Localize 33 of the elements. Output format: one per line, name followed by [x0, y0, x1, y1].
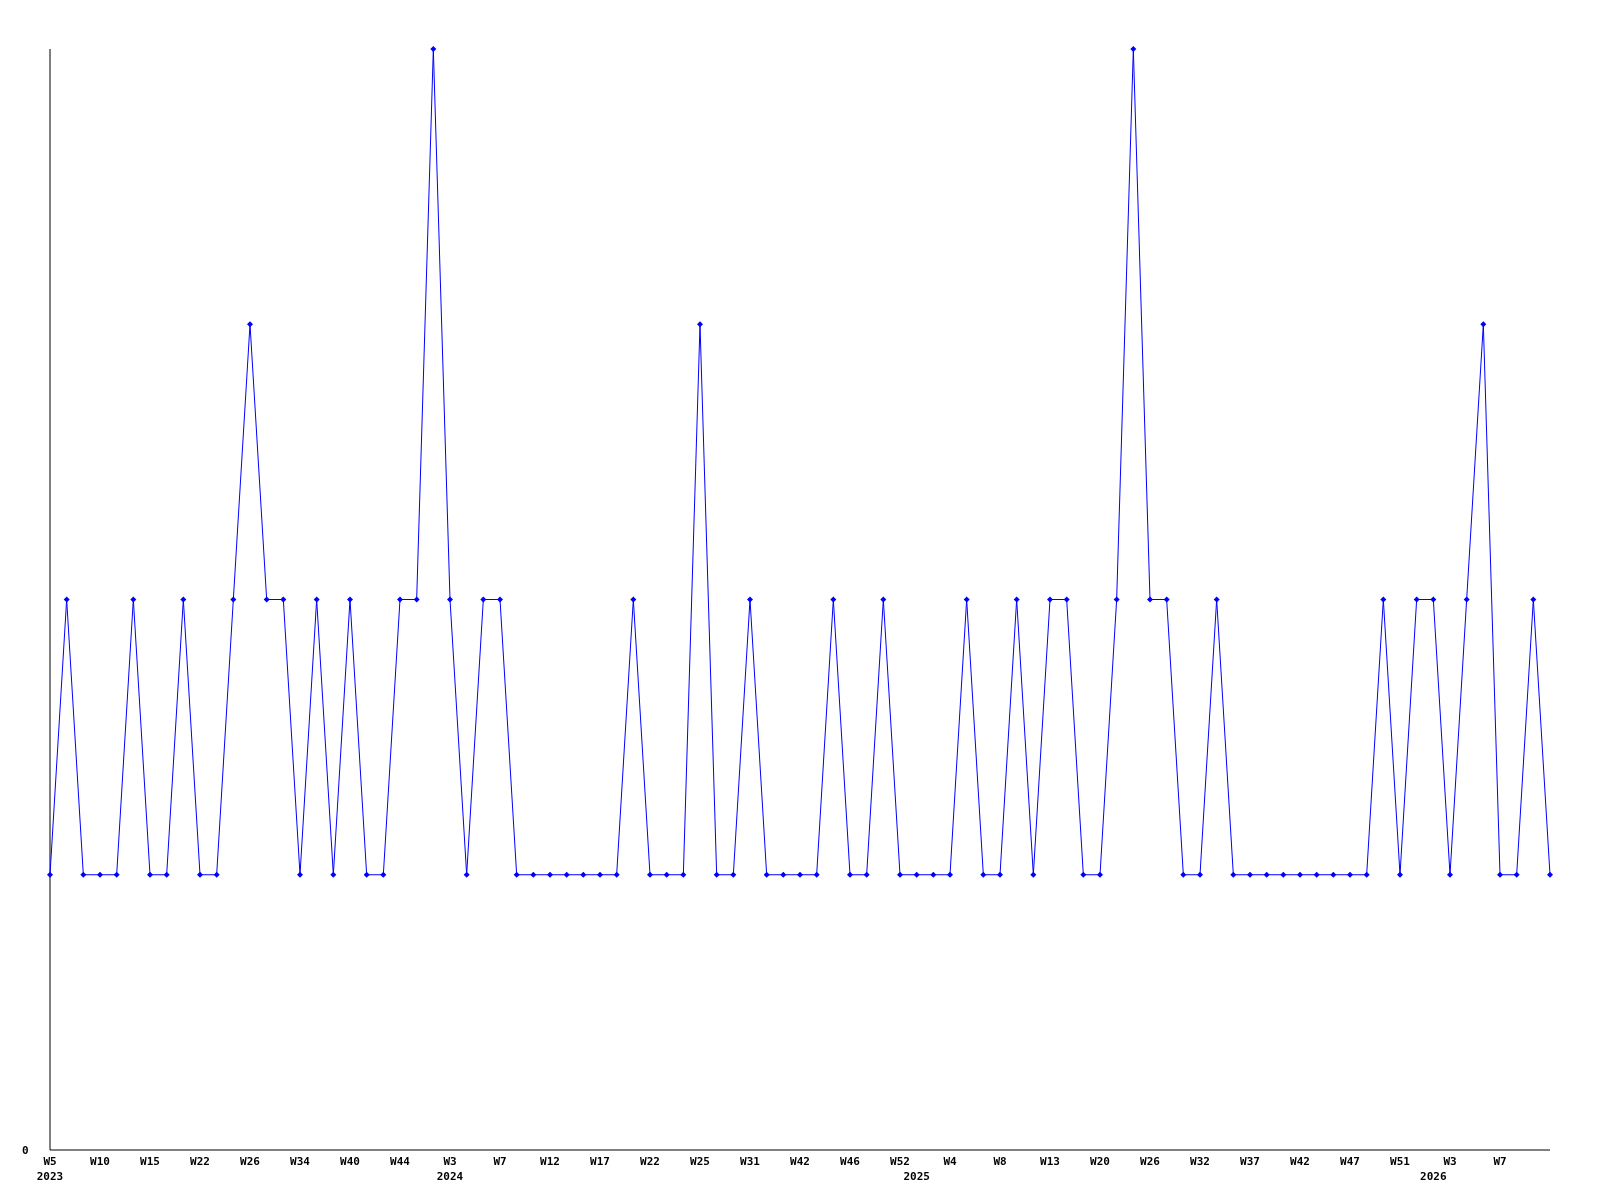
x-tick-label: W22 — [640, 1155, 660, 1168]
x-tick-label: W4 — [943, 1155, 957, 1168]
x-tick-label: W7 — [493, 1155, 507, 1168]
x-tick-label: W37 — [1240, 1155, 1260, 1168]
x-tick-label: W15 — [140, 1155, 160, 1168]
x-tick-label: W22 — [190, 1155, 210, 1168]
x-tick-label: W3 — [1443, 1155, 1457, 1168]
x-tick-label: W32 — [1190, 1155, 1210, 1168]
x-tick-label: W46 — [840, 1155, 861, 1168]
x-tick-label: W20 — [1090, 1155, 1110, 1168]
x-tick-label: 2025 — [903, 1170, 930, 1183]
x-tick-label: W8 — [993, 1155, 1007, 1168]
x-tick-label: 2026 — [1420, 1170, 1447, 1183]
x-tick-label: W40 — [340, 1155, 360, 1168]
x-tick-label: W17 — [590, 1155, 610, 1168]
x-tick-label: W12 — [540, 1155, 560, 1168]
x-tick-label: W5 2023 — [36, 1155, 64, 1183]
x-tick-label: W42 — [1290, 1155, 1310, 1168]
x-tick-label: W52 — [890, 1155, 910, 1168]
x-tick-label: W51 — [1390, 1155, 1411, 1168]
x-tick-label: W26 — [240, 1155, 261, 1168]
x-tick-label: W34 — [290, 1155, 311, 1168]
x-tick-label: W44 — [390, 1155, 411, 1168]
x-tick-label: W3 2024 — [436, 1155, 464, 1183]
x-tick-label: W7 — [1493, 1155, 1507, 1168]
x-tick-label: W25 — [690, 1155, 710, 1168]
x-tick-label: W31 — [740, 1155, 761, 1168]
x-tick-label: W13 — [1040, 1155, 1060, 1168]
x-tick-label: W26 — [1140, 1155, 1161, 1168]
x-tick-label: W10 — [90, 1155, 110, 1168]
text: 0 — [22, 1144, 29, 1157]
x-tick-label: W47 — [1340, 1155, 1360, 1168]
x-tick-label: W42 — [790, 1155, 810, 1168]
